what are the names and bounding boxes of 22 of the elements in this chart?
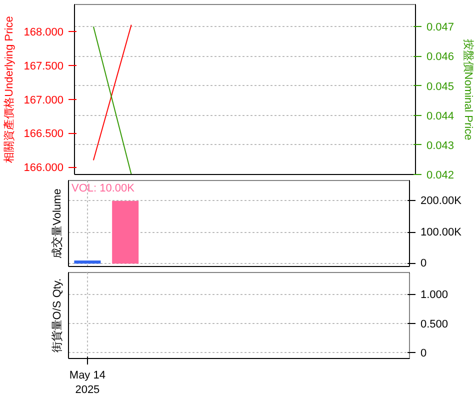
y2-tick-label: 0.045	[426, 80, 454, 93]
y-tick-label: 200.00K	[420, 194, 462, 207]
y2-tick-label: 0.043	[426, 140, 454, 152]
text: 1.000	[420, 289, 448, 302]
y2-tick-label: 0.046	[426, 51, 454, 64]
annotation: VOL: 10.00K	[72, 182, 136, 194]
y2-tick-label: 0.042	[426, 170, 454, 182]
y-tick-label: 166.500	[24, 128, 64, 140]
y-axis-title: 相關資產價格Underlying Price	[2, 16, 16, 163]
y2-tick-label: 0.047	[426, 22, 454, 34]
y-tick-label: 167.000	[24, 94, 64, 106]
y-tick-label: 167.500	[24, 60, 64, 72]
y2-axis-title: 按盤價Nominal Price	[462, 38, 475, 140]
y-tick-label: 166.000	[24, 162, 64, 174]
text: 街貨量O/S Qty.	[50, 278, 64, 353]
y-axis-title: 成交量Volume	[50, 188, 64, 258]
text: 0.500	[420, 318, 448, 330]
y2-tick-label: 0.044	[426, 110, 454, 122]
y-tick-label: 0	[420, 258, 427, 270]
y-tick-label: 168.000	[24, 26, 64, 39]
y-tick-label: 100.00K	[420, 226, 462, 238]
text: May 14 2025	[69, 370, 106, 396]
